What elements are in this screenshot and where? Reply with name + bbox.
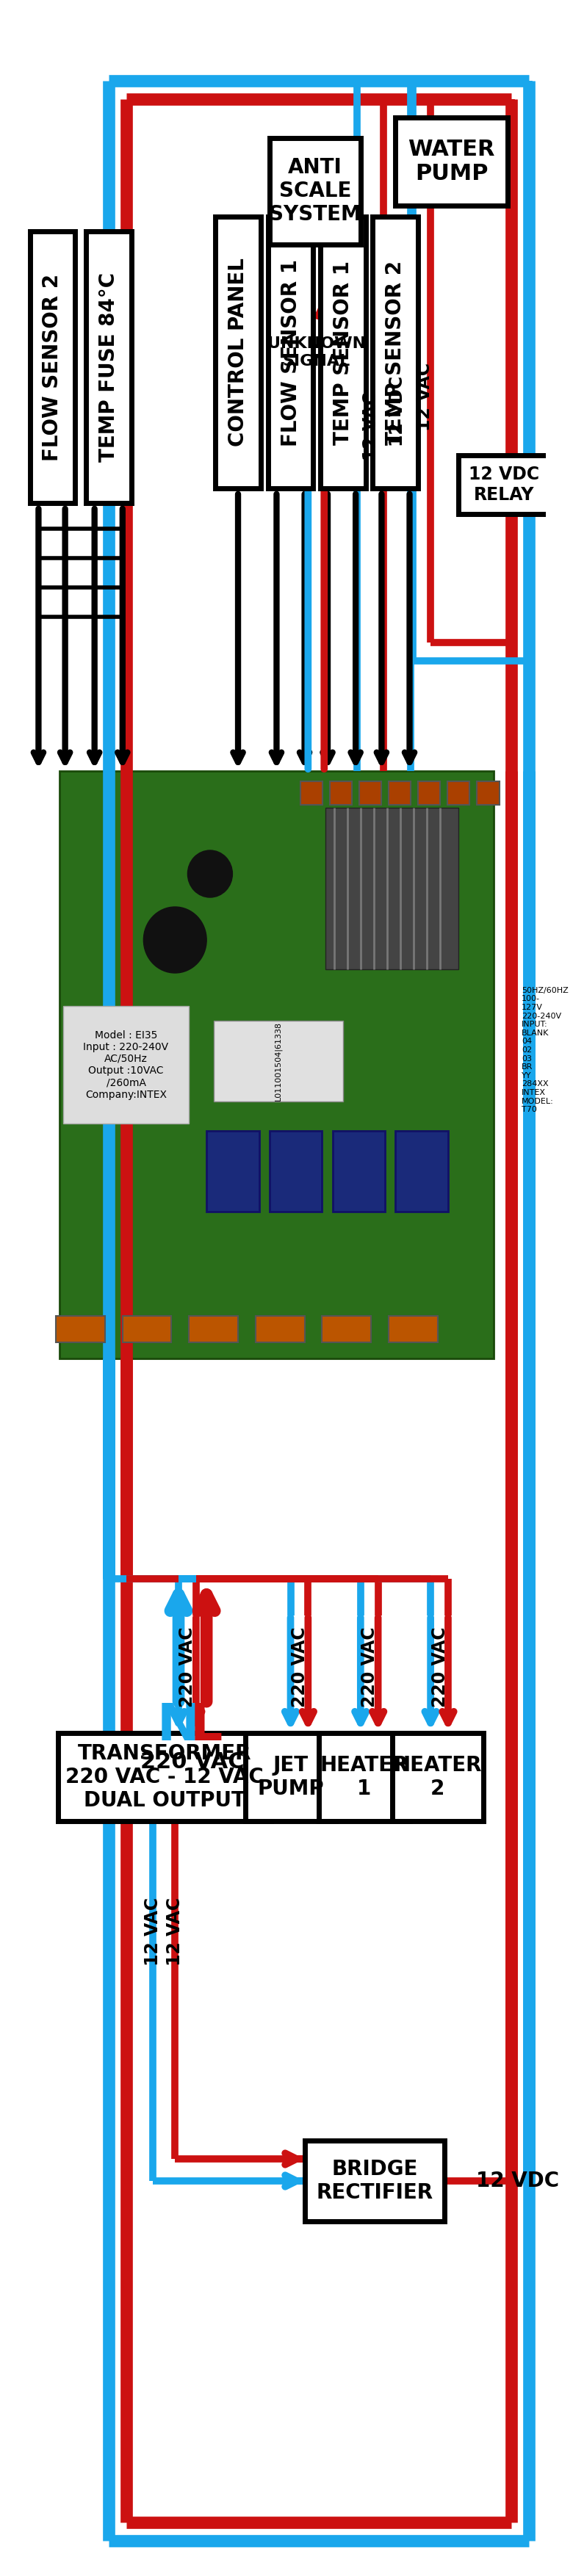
Bar <box>325 809 458 969</box>
Text: Model : EI35
Input : 220-240V
AC/50Hz
Output :10VAC
/260mA
Company:INTEX: Model : EI35 Input : 220-240V AC/50Hz Ou… <box>83 1030 168 1100</box>
Text: FLOW SENSOR 2: FLOW SENSOR 2 <box>42 273 63 461</box>
Text: TRANSFORMER
220 VAC - 12 VAC
DUAL OUTPUT: TRANSFORMER 220 VAC - 12 VAC DUAL OUTPUT <box>65 1744 264 1811</box>
Bar <box>30 232 75 502</box>
Bar <box>388 781 411 804</box>
Text: 50HZ/60HZ
100-
127V
220-240V
INPUT:
BLANK
04
02
03
BR
YY
284XX
INTEX
MODEL:
T70: 50HZ/60HZ 100- 127V 220-240V INPUT: BLAN… <box>521 987 568 1113</box>
Text: 12 VAC: 12 VAC <box>166 1896 184 1965</box>
Bar <box>215 216 261 489</box>
Text: 220 VAC: 220 VAC <box>361 1625 379 1708</box>
Bar <box>392 1734 483 1821</box>
Bar <box>458 456 550 515</box>
Bar <box>256 1316 305 1342</box>
Bar <box>60 770 493 1358</box>
Bar <box>418 781 441 804</box>
Bar <box>214 1020 343 1103</box>
Text: 12 VDC: 12 VDC <box>476 2172 559 2192</box>
Text: L: L <box>190 1700 223 1749</box>
Text: TEMP SENSOR 2: TEMP SENSOR 2 <box>385 260 406 446</box>
Text: BRIDGE
RECTIFIER: BRIDGE RECTIFIER <box>316 2159 433 2202</box>
Text: TEMP SENSOR 1: TEMP SENSOR 1 <box>333 260 354 446</box>
Text: ANTI
SCALE
SYSTEM: ANTI SCALE SYSTEM <box>269 157 361 224</box>
Bar <box>268 216 313 489</box>
Text: CONTROL PANEL: CONTROL PANEL <box>227 258 248 446</box>
Bar <box>56 1316 105 1342</box>
Text: 12 VAC: 12 VAC <box>416 363 434 430</box>
Text: 12 VAC: 12 VAC <box>362 392 380 461</box>
Bar <box>388 1316 438 1342</box>
Bar <box>86 232 131 502</box>
Bar <box>123 1316 171 1342</box>
Bar <box>305 2141 445 2221</box>
Bar <box>58 1734 271 1821</box>
Text: 220 VAC: 220 VAC <box>140 1752 245 1772</box>
Text: FLOW SENSOR 1: FLOW SENSOR 1 <box>280 258 301 446</box>
Text: 220 VAC: 220 VAC <box>291 1625 308 1708</box>
Text: HEATER
2: HEATER 2 <box>393 1754 482 1798</box>
Bar <box>63 1007 189 1123</box>
Text: 220 VAC: 220 VAC <box>179 1625 197 1708</box>
Text: 12 VAC: 12 VAC <box>144 1896 162 1965</box>
Text: WATER
PUMP: WATER PUMP <box>408 139 495 185</box>
Text: 12 VDC
RELAY: 12 VDC RELAY <box>469 466 539 505</box>
Text: UNKNOWN
SIGNAL: UNKNOWN SIGNAL <box>267 337 366 368</box>
Circle shape <box>143 907 206 974</box>
Bar <box>477 781 499 804</box>
Text: N: N <box>157 1700 200 1749</box>
Text: 12 VDC: 12 VDC <box>389 376 406 446</box>
Text: TEMP FUSE 84°C: TEMP FUSE 84°C <box>98 273 119 461</box>
Bar <box>373 216 418 489</box>
Bar <box>245 1734 336 1821</box>
Bar <box>329 781 352 804</box>
Bar <box>359 781 382 804</box>
Bar <box>395 1131 448 1211</box>
Bar <box>332 1131 385 1211</box>
Text: JET
PUMP: JET PUMP <box>257 1754 324 1798</box>
Text: HEATER
1: HEATER 1 <box>320 1754 409 1798</box>
Circle shape <box>187 850 233 896</box>
Bar <box>448 781 470 804</box>
Text: 220 VAC: 220 VAC <box>431 1625 449 1708</box>
Bar <box>269 1131 322 1211</box>
Bar <box>319 1734 410 1821</box>
Bar <box>395 118 508 206</box>
Text: L011001504|61338: L011001504|61338 <box>274 1023 282 1100</box>
Bar <box>320 216 366 489</box>
Bar <box>269 137 360 245</box>
Bar <box>300 781 323 804</box>
Bar <box>189 1316 238 1342</box>
Bar <box>322 1316 371 1342</box>
Bar <box>206 1131 259 1211</box>
